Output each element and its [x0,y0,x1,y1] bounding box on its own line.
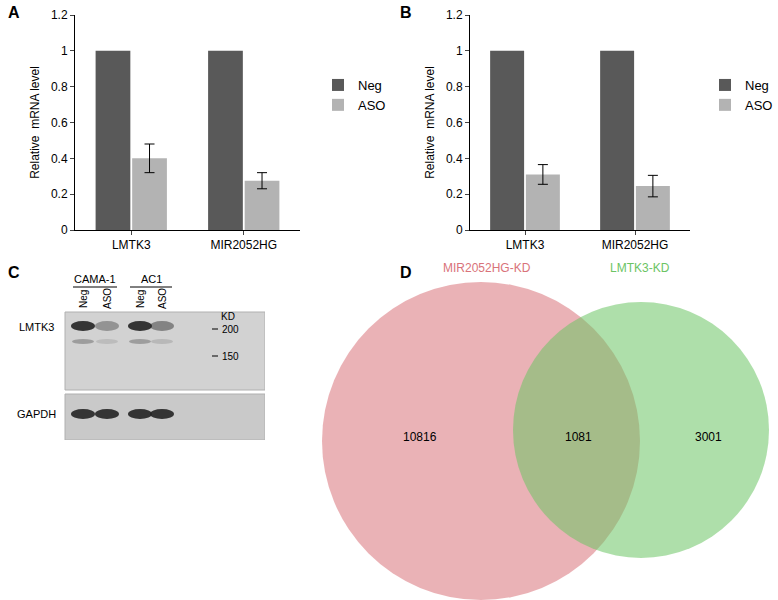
svg-text:Neg: Neg [135,290,146,308]
svg-text:0.2: 0.2 [446,187,463,201]
svg-text:1.2: 1.2 [446,8,463,22]
svg-text:Neg: Neg [358,78,382,93]
svg-text:0.6: 0.6 [446,116,463,130]
svg-text:Neg: Neg [78,290,89,308]
svg-text:MIR2052HG-KD: MIR2052HG-KD [443,261,531,275]
svg-text:MIR2052HG: MIR2052HG [602,238,669,252]
svg-text:ASO: ASO [745,98,772,113]
svg-text:1: 1 [61,44,68,58]
svg-text:ASO: ASO [358,98,385,113]
svg-text:GAPDH: GAPDH [17,408,56,420]
svg-text:ASO: ASO [102,288,113,309]
svg-text:1.2: 1.2 [51,8,68,22]
svg-text:0.6: 0.6 [51,116,68,130]
svg-text:Relative mRNA level: Relative mRNA level [28,66,42,179]
svg-text:Relative mRNA level: Relative mRNA level [423,66,437,179]
svg-text:0: 0 [61,223,68,237]
svg-text:0.2: 0.2 [51,187,68,201]
svg-text:Neg: Neg [745,78,769,93]
svg-text:10816: 10816 [403,430,437,444]
svg-text:LMTK3: LMTK3 [506,238,545,252]
svg-text:D: D [400,264,412,281]
svg-text:CAMA-1: CAMA-1 [74,273,116,285]
svg-text:1081: 1081 [565,430,592,444]
svg-text:B: B [400,4,412,21]
svg-text:0.8: 0.8 [446,80,463,94]
svg-text:C: C [8,264,20,281]
svg-text:ASO: ASO [157,288,168,309]
svg-text:0: 0 [456,223,463,237]
svg-text:3001: 3001 [695,430,722,444]
svg-text:200: 200 [222,324,239,335]
svg-text:LMTK3: LMTK3 [112,238,151,252]
svg-text:0.4: 0.4 [446,152,463,166]
svg-text:0.4: 0.4 [51,152,68,166]
svg-text:LMTK3: LMTK3 [19,321,54,333]
svg-text:0.8: 0.8 [51,80,68,94]
svg-text:1: 1 [456,44,463,58]
svg-text:LMTK3-KD: LMTK3-KD [610,261,670,275]
svg-text:MIR2052HG: MIR2052HG [210,238,277,252]
svg-text:A: A [8,4,20,21]
svg-text:AC1: AC1 [141,273,162,285]
svg-text:150: 150 [222,351,239,362]
svg-text:KD: KD [221,311,235,322]
